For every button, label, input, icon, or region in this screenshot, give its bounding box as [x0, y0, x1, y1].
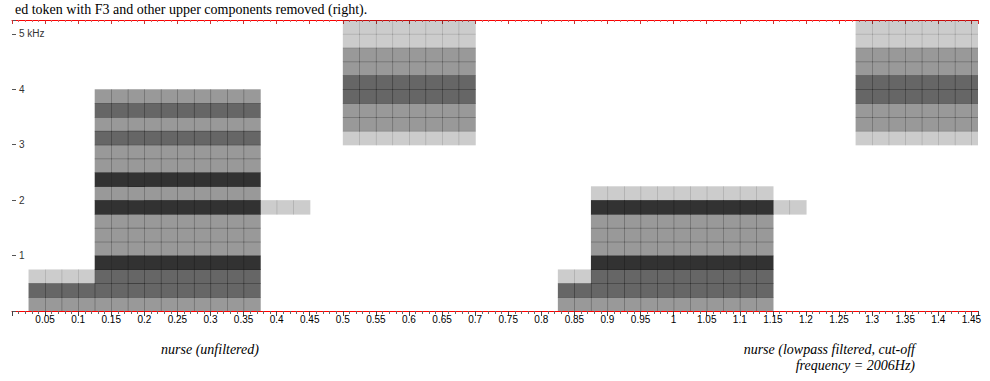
svg-text:5 kHz: 5 kHz	[19, 28, 45, 39]
svg-text:1.45: 1.45	[962, 314, 982, 325]
svg-text:2: 2	[19, 195, 25, 206]
svg-text:0.9: 0.9	[601, 314, 615, 325]
svg-text:1.15: 1.15	[763, 314, 783, 325]
svg-text:0.45: 0.45	[300, 314, 320, 325]
svg-text:0.3: 0.3	[204, 314, 218, 325]
svg-text:1.35: 1.35	[895, 314, 915, 325]
svg-text:1: 1	[671, 314, 677, 325]
svg-text:frequency = 2006Hz): frequency = 2006Hz)	[796, 358, 916, 374]
svg-text:1.4: 1.4	[931, 314, 945, 325]
svg-text:0.1: 0.1	[71, 314, 85, 325]
svg-text:0.2: 0.2	[137, 314, 151, 325]
svg-text:0.6: 0.6	[402, 314, 416, 325]
svg-text:0.75: 0.75	[498, 314, 518, 325]
svg-text:0.15: 0.15	[102, 314, 122, 325]
svg-text:0.4: 0.4	[270, 314, 284, 325]
svg-text:1.3: 1.3	[865, 314, 879, 325]
svg-text:1.05: 1.05	[697, 314, 717, 325]
svg-text:nurse (unfiltered): nurse (unfiltered)	[161, 342, 259, 358]
svg-text:nurse (lowpass filtered, cut-o: nurse (lowpass filtered, cut-off	[744, 342, 917, 358]
svg-text:0.7: 0.7	[468, 314, 482, 325]
svg-text:1.25: 1.25	[829, 314, 849, 325]
svg-text:0.8: 0.8	[534, 314, 548, 325]
svg-text:0.85: 0.85	[565, 314, 585, 325]
svg-text:0.35: 0.35	[234, 314, 254, 325]
svg-text:4: 4	[19, 84, 25, 95]
svg-text:0.25: 0.25	[168, 314, 188, 325]
svg-text:0.55: 0.55	[366, 314, 386, 325]
svg-text:ed token with F3 and other upp: ed token with F3 and other upper compone…	[15, 2, 367, 18]
svg-text:1.2: 1.2	[799, 314, 813, 325]
svg-text:0.65: 0.65	[432, 314, 452, 325]
svg-text:0.05: 0.05	[35, 314, 55, 325]
svg-text:0.95: 0.95	[631, 314, 651, 325]
svg-text:1.1: 1.1	[733, 314, 747, 325]
svg-text:1: 1	[19, 250, 25, 261]
svg-text:0.5: 0.5	[336, 314, 350, 325]
svg-text:3: 3	[19, 139, 25, 150]
